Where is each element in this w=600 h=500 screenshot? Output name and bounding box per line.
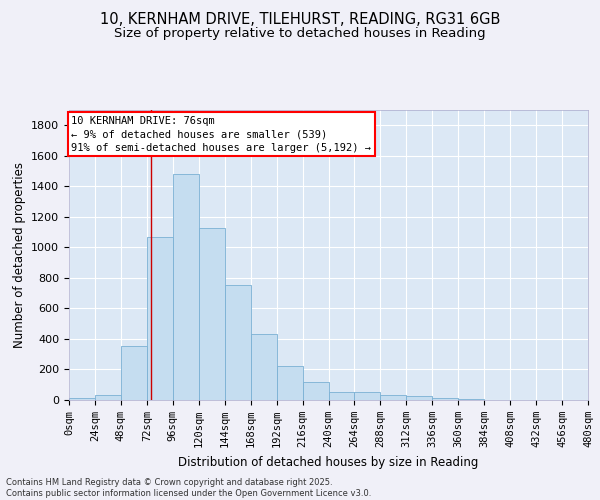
Bar (199, 228, 224, 400)
Bar (432, 398, 458, 400)
Y-axis label: Number of detached properties: Number of detached properties (13, 162, 26, 348)
Bar (329, 392, 355, 400)
Bar (406, 396, 432, 400)
Bar (69, 398, 95, 400)
Bar (355, 392, 380, 400)
Text: Contains HM Land Registry data © Crown copyright and database right 2025.
Contai: Contains HM Land Registry data © Crown c… (6, 478, 371, 498)
Bar (225, 285, 251, 400)
X-axis label: Distribution of detached houses by size in Reading: Distribution of detached houses by size … (178, 456, 479, 468)
Bar (277, 366, 302, 400)
Bar (458, 399, 484, 400)
Bar (147, 236, 173, 400)
Text: 10, KERNHAM DRIVE, TILEHURST, READING, RG31 6GB: 10, KERNHAM DRIVE, TILEHURST, READING, R… (100, 12, 500, 28)
Text: Size of property relative to detached houses in Reading: Size of property relative to detached ho… (114, 28, 486, 40)
Bar (95, 394, 121, 400)
Bar (121, 346, 147, 400)
Text: 10 KERNHAM DRIVE: 76sqm
← 9% of detached houses are smaller (539)
91% of semi-de: 10 KERNHAM DRIVE: 76sqm ← 9% of detached… (71, 116, 371, 152)
Bar (380, 396, 406, 400)
Bar (302, 382, 329, 400)
Bar (251, 334, 277, 400)
Bar (173, 174, 199, 400)
